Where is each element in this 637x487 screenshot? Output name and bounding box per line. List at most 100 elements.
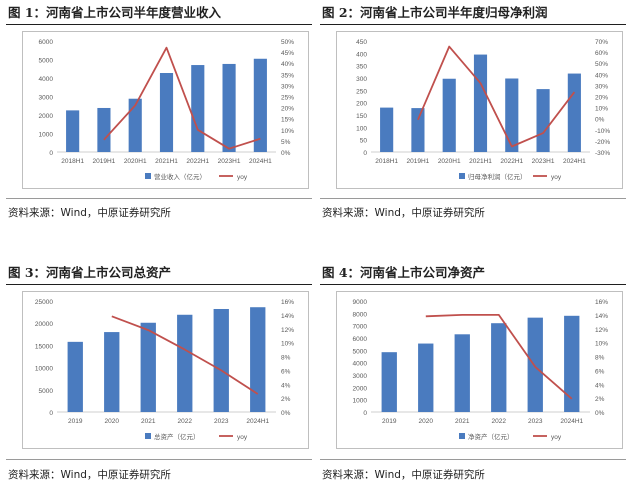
y-left-tick-label: 0 bbox=[363, 410, 367, 417]
y-left-tick-label: 350 bbox=[356, 64, 367, 71]
chart-area: 0 50 100 150 200 250 300 350 400 450 -30% -20% -10% 0… bbox=[336, 31, 623, 189]
bar bbox=[527, 317, 543, 412]
bottom-rule bbox=[320, 198, 626, 199]
title-rule bbox=[320, 284, 626, 285]
x-tick-label: 2021 bbox=[141, 418, 156, 425]
source-note: 资料来源：Wind，中原证券研究所 bbox=[8, 207, 171, 219]
y-left-tick-label: 8000 bbox=[353, 311, 368, 318]
y-left-tick-label: 20000 bbox=[35, 321, 53, 328]
y-left-tick-label: 50 bbox=[360, 138, 368, 145]
y-left-tick-label: 4000 bbox=[39, 76, 54, 83]
y-right-tick-label: -10% bbox=[595, 128, 610, 135]
title-rule bbox=[6, 284, 312, 285]
y-right-tick-label: 14% bbox=[281, 313, 294, 320]
net-assets-chart: 0 1000 2000 3000 4000 5000 6000 7000 8000 9000 0% 2… bbox=[353, 299, 609, 441]
y-left-tick-label: 3000 bbox=[39, 95, 54, 102]
chart-title: 图 2：河南省上市公司半年度归母净利润 bbox=[322, 5, 548, 20]
y-right-tick-label: 10% bbox=[595, 341, 608, 348]
bar bbox=[454, 334, 470, 412]
legend-bar-swatch bbox=[459, 173, 465, 179]
x-tick-label: 2021H1 bbox=[469, 158, 492, 165]
bar bbox=[418, 343, 434, 412]
legend-line-label: yoy bbox=[237, 434, 248, 441]
yoy-line bbox=[425, 313, 573, 400]
y-left-tick-label: 6000 bbox=[39, 39, 54, 46]
yoy-line bbox=[103, 46, 261, 150]
y-left-tick-label: 5000 bbox=[39, 388, 54, 395]
bar bbox=[67, 341, 83, 412]
chart-title: 图 3：河南省上市公司总资产 bbox=[8, 265, 172, 280]
y-right-tick-label: 8% bbox=[281, 355, 291, 362]
bar bbox=[381, 352, 397, 412]
source-note: 资料来源：Wind，中原证券研究所 bbox=[322, 207, 485, 219]
x-tick-label: 2019 bbox=[68, 418, 83, 425]
bar bbox=[222, 63, 236, 152]
legend-bar-swatch bbox=[145, 173, 151, 179]
bar bbox=[159, 73, 174, 152]
x-tick-label: 2022 bbox=[492, 418, 507, 425]
bar bbox=[567, 73, 581, 152]
y-left-tick-label: 400 bbox=[356, 51, 367, 58]
y-right-tick-label: 2% bbox=[281, 396, 291, 403]
yoy-line bbox=[417, 45, 576, 148]
revenue-chart: 0 1000 2000 3000 4000 5000 6000 0% 5% 10% 15% 20% 25… bbox=[39, 39, 295, 181]
bar bbox=[104, 332, 120, 412]
y-left-tick-label: 0 bbox=[363, 150, 367, 157]
bar bbox=[128, 98, 142, 152]
x-tick-label: 2019 bbox=[382, 418, 397, 425]
x-tick-label: 2022 bbox=[178, 418, 193, 425]
x-tick-label: 2023 bbox=[528, 418, 543, 425]
y-right-tick-label: 70% bbox=[595, 39, 608, 46]
legend-bar-label: 净资产（亿元） bbox=[468, 432, 514, 441]
bar bbox=[564, 315, 580, 412]
y-right-tick-label: 25% bbox=[281, 95, 294, 102]
x-tick-label: 2020 bbox=[419, 418, 434, 425]
y-left-tick-label: 2000 bbox=[353, 385, 368, 392]
y-left-tick-label: 0 bbox=[49, 410, 53, 417]
y-right-tick-label: 45% bbox=[281, 50, 294, 57]
y-right-tick-label: 6% bbox=[281, 368, 291, 375]
y-right-tick-label: 15% bbox=[281, 117, 294, 124]
y-right-tick-label: 30% bbox=[281, 83, 294, 90]
y-left-tick-label: 0 bbox=[49, 150, 53, 157]
bar bbox=[253, 58, 267, 152]
chart-area: 0 1000 2000 3000 4000 5000 6000 7000 8000 9000 0% 2… bbox=[336, 291, 623, 449]
x-tick-label: 2024H1 bbox=[563, 158, 586, 165]
bottom-rule bbox=[320, 459, 626, 460]
y-right-tick-label: 0% bbox=[281, 410, 291, 417]
bar bbox=[213, 308, 229, 412]
y-left-tick-label: 5000 bbox=[39, 58, 54, 65]
x-tick-label: 2022H1 bbox=[500, 158, 523, 165]
y-right-tick-label: 40% bbox=[595, 72, 608, 79]
net-profit-chart: 0 50 100 150 200 250 300 350 400 450 -30% -20% -10% 0… bbox=[356, 39, 610, 181]
y-right-tick-label: 14% bbox=[595, 313, 608, 320]
x-tick-label: 2021H1 bbox=[155, 158, 178, 165]
bar bbox=[505, 78, 519, 152]
y-left-tick-label: 450 bbox=[356, 39, 367, 46]
x-tick-label: 2023H1 bbox=[532, 158, 555, 165]
x-tick-label: 2024H1 bbox=[246, 418, 269, 425]
y-right-tick-label: 50% bbox=[281, 39, 294, 46]
y-left-tick-label: 1000 bbox=[353, 398, 368, 405]
legend-line-label: yoy bbox=[551, 174, 562, 181]
x-tick-label: 2022H1 bbox=[186, 158, 209, 165]
y-right-tick-label: -20% bbox=[595, 139, 610, 146]
x-tick-label: 2019H1 bbox=[93, 158, 116, 165]
x-tick-label: 2020H1 bbox=[438, 158, 461, 165]
source-note: 资料来源：Wind，中原证券研究所 bbox=[322, 469, 485, 481]
yoy-line bbox=[111, 315, 259, 395]
y-right-tick-label: -30% bbox=[595, 150, 610, 157]
y-right-tick-label: 12% bbox=[595, 327, 608, 334]
y-left-tick-label: 1000 bbox=[39, 132, 54, 139]
y-right-tick-label: 4% bbox=[595, 382, 605, 389]
bar bbox=[380, 107, 394, 152]
y-right-tick-label: 2% bbox=[595, 396, 605, 403]
y-left-tick-label: 100 bbox=[356, 125, 367, 132]
bar bbox=[491, 323, 507, 412]
legend-line-label: yoy bbox=[237, 174, 248, 181]
chart-area: 0 5000 10000 15000 20000 25000 0% 2% 4% 6% 8% 10% 12… bbox=[22, 291, 309, 449]
y-right-tick-label: 6% bbox=[595, 368, 605, 375]
bar bbox=[536, 89, 550, 152]
bar bbox=[177, 314, 193, 412]
y-left-tick-label: 10000 bbox=[35, 366, 53, 373]
